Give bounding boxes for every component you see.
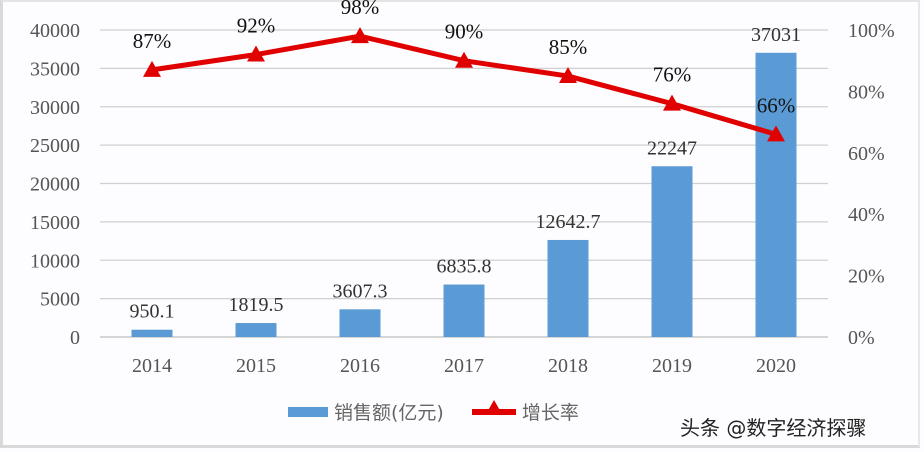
growth-value-label: 98% bbox=[341, 0, 380, 19]
left-axis-tick: 20000 bbox=[30, 174, 80, 196]
left-axis-tick: 10000 bbox=[30, 250, 80, 272]
left-axis-tick: 40000 bbox=[30, 20, 80, 42]
bar-value-label: 37031 bbox=[751, 24, 801, 46]
left-axis-tick: 35000 bbox=[30, 58, 80, 80]
bar-2019 bbox=[651, 166, 693, 337]
chart-legend: 销售额(亿元) 增长率 bbox=[288, 398, 607, 425]
left-axis-tick: 0 bbox=[70, 327, 80, 349]
x-axis-tick: 2016 bbox=[340, 355, 380, 377]
triangle-marker-icon bbox=[455, 51, 473, 68]
legend-item-sales: 销售额(亿元) bbox=[288, 398, 444, 425]
left-axis-tick: 30000 bbox=[30, 97, 80, 119]
x-axis-tick: 2017 bbox=[444, 355, 484, 377]
triangle-marker-icon bbox=[247, 45, 265, 62]
growth-value-label: 85% bbox=[549, 35, 588, 59]
x-axis-tick: 2020 bbox=[756, 355, 796, 377]
right-axis-tick: 0% bbox=[848, 327, 875, 349]
right-axis-tick: 80% bbox=[848, 81, 885, 103]
triangle-marker-icon bbox=[559, 67, 577, 84]
triangle-marker-icon bbox=[663, 94, 681, 111]
right-axis-tick: 20% bbox=[848, 266, 885, 288]
bar-2016 bbox=[339, 309, 381, 337]
bar-value-label: 22247 bbox=[647, 137, 697, 159]
left-axis-tick: 15000 bbox=[30, 212, 80, 234]
triangle-marker-icon bbox=[351, 27, 369, 44]
legend-label-sales: 销售额(亿元) bbox=[334, 402, 444, 424]
right-axis-tick: 40% bbox=[848, 204, 885, 226]
left-axis-tick: 25000 bbox=[30, 135, 80, 157]
bar-2014 bbox=[131, 329, 173, 337]
line-triangle-swatch-icon bbox=[471, 399, 516, 415]
x-axis-tick: 2018 bbox=[548, 355, 588, 377]
triangle-marker-icon bbox=[767, 125, 785, 142]
growth-value-label: 66% bbox=[757, 93, 796, 117]
triangle-marker-icon bbox=[143, 60, 161, 77]
growth-value-label: 87% bbox=[133, 29, 172, 53]
right-axis-tick: 100% bbox=[848, 20, 895, 42]
bar-2017 bbox=[443, 284, 485, 337]
bar-value-label: 12642.7 bbox=[536, 211, 601, 233]
growth-value-label: 90% bbox=[445, 20, 484, 44]
bar-value-label: 6835.8 bbox=[437, 256, 492, 278]
bar-2018 bbox=[547, 239, 589, 337]
growth-value-label: 76% bbox=[653, 63, 692, 87]
bar-2015 bbox=[235, 323, 277, 337]
bar-2020 bbox=[755, 52, 797, 337]
bar-value-label: 3607.3 bbox=[333, 280, 388, 302]
x-axis-tick: 2014 bbox=[132, 355, 172, 377]
growth-value-label: 92% bbox=[237, 14, 276, 38]
bar-swatch-icon bbox=[288, 406, 328, 417]
bar-value-label: 950.1 bbox=[130, 301, 175, 323]
legend-label-growth: 增长率 bbox=[521, 402, 579, 424]
watermark: 头条 @数字经济探骤 bbox=[680, 416, 867, 440]
x-axis-tick: 2015 bbox=[236, 355, 276, 377]
bar-value-label: 1819.5 bbox=[229, 294, 284, 316]
legend-item-growth: 增长率 bbox=[471, 398, 579, 425]
right-axis-tick: 60% bbox=[848, 143, 885, 165]
x-axis-tick: 2019 bbox=[652, 355, 692, 377]
left-axis-tick: 5000 bbox=[40, 289, 80, 311]
